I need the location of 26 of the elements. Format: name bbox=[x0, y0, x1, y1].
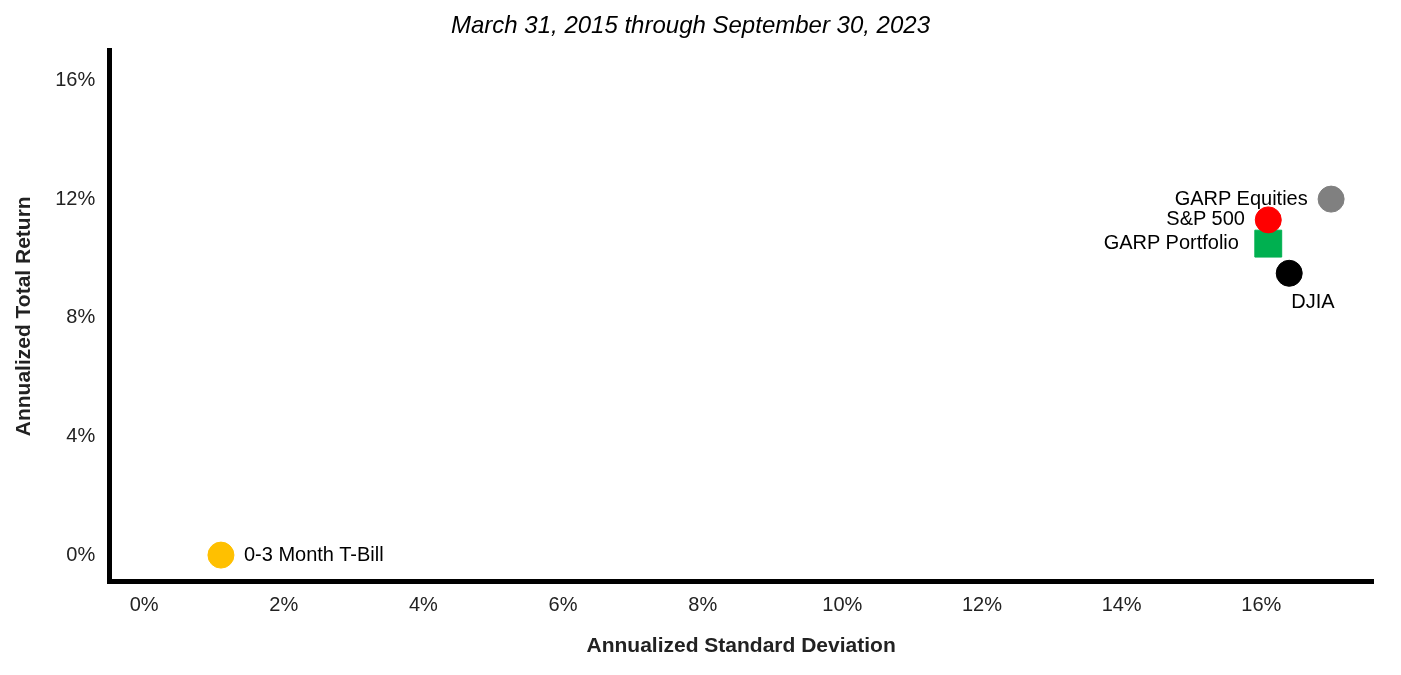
point bbox=[207, 541, 235, 569]
series-label: S&P 500 bbox=[1166, 207, 1245, 230]
chart-title: March 31, 2015 through September 30, 2023 bbox=[451, 11, 931, 39]
x-tick-label: 12% bbox=[961, 593, 1003, 616]
x-tick-label: 8% bbox=[688, 593, 718, 616]
y-tick-label: 16% bbox=[55, 67, 96, 90]
x-tick-label: 16% bbox=[1241, 593, 1282, 616]
y-tick-label: 0% bbox=[66, 542, 96, 565]
y-axis-title: Annualized Total Return bbox=[11, 196, 35, 437]
y-tick-label: 4% bbox=[66, 423, 96, 446]
x-tick-label: 10% bbox=[822, 593, 863, 616]
series-label: GARP Equities bbox=[1174, 186, 1308, 209]
x-tick-label: 2% bbox=[269, 593, 299, 616]
y-tick-label: 8% bbox=[66, 305, 96, 328]
y-tick-label: 12% bbox=[55, 186, 96, 209]
point bbox=[1317, 185, 1345, 213]
series-label: GARP Portfolio bbox=[1103, 231, 1239, 254]
x-tick-label: 0% bbox=[129, 593, 159, 616]
point bbox=[1275, 259, 1303, 287]
point bbox=[1254, 229, 1283, 258]
x-tick-label: 14% bbox=[1101, 593, 1142, 616]
series-label: 0-3 Month T-Bill bbox=[243, 542, 384, 565]
x-tick-label: 4% bbox=[408, 593, 439, 616]
series-label: DJIA bbox=[1291, 289, 1336, 312]
x-tick-label: 6% bbox=[548, 593, 578, 616]
x-axis-title: Annualized Standard Deviation bbox=[586, 633, 896, 657]
